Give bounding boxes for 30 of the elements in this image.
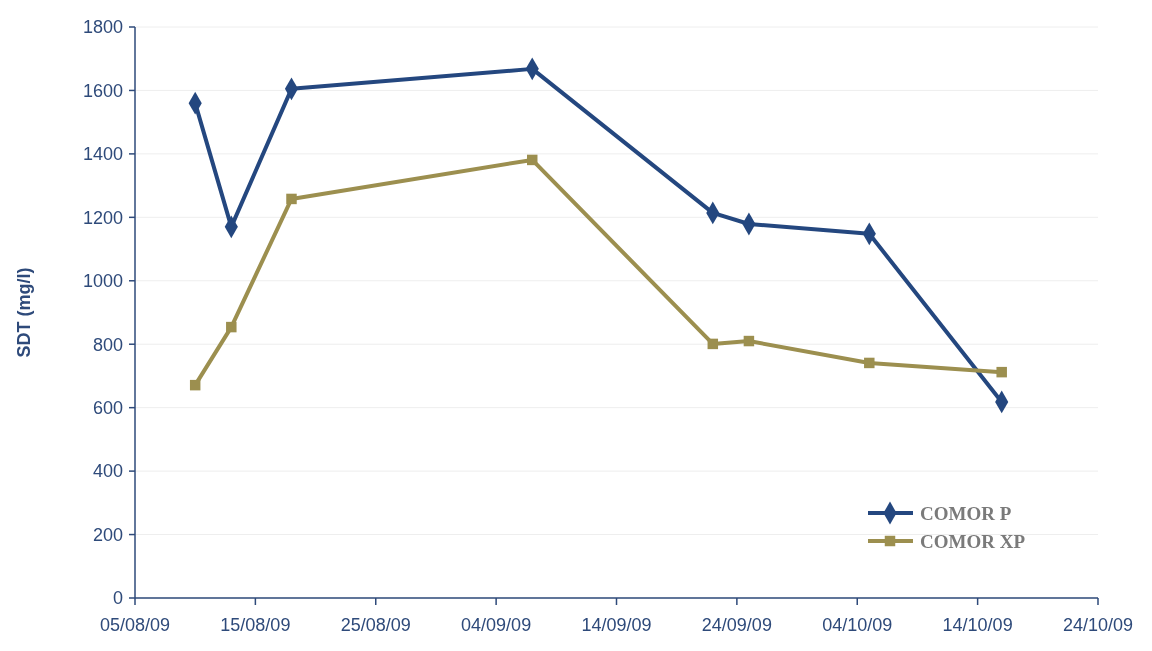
y-tick-label: 0 (112, 588, 123, 609)
point (864, 357, 875, 369)
point (226, 321, 237, 333)
y-tick-label: 1200 (82, 207, 123, 228)
y-tick-label: 1600 (82, 80, 123, 101)
x-tick-label: 04/10/09 (822, 615, 893, 635)
point (707, 338, 719, 350)
point (286, 193, 297, 205)
y-tick-label: 1000 (82, 271, 123, 292)
y-tick-label: 1400 (82, 144, 123, 165)
x-tick-label: 05/08/09 (99, 615, 171, 635)
legend-label: COMOR XP (920, 530, 1026, 552)
legend-label: COMOR P (920, 502, 1012, 524)
y-tick-label: 600 (92, 397, 123, 418)
y-tick-label: 800 (92, 334, 123, 355)
point (743, 335, 755, 347)
point (996, 366, 1007, 378)
y-tick-label: 400 (92, 461, 123, 482)
y-axis-title: SDT (mg/l) (14, 267, 34, 358)
x-tick-label: 25/08/09 (340, 615, 411, 635)
point (189, 379, 201, 391)
point (526, 154, 538, 166)
x-tick-label: 15/08/09 (220, 615, 291, 635)
x-tick-label: 14/09/09 (581, 615, 652, 635)
x-tick-label: 14/10/09 (942, 615, 1013, 635)
x-tick-label: 24/10/09 (1062, 615, 1134, 635)
x-tick-label: 04/09/09 (461, 615, 532, 635)
y-tick-label: 200 (92, 524, 123, 545)
x-tick-label: 24/09/09 (701, 615, 772, 635)
y-tick-label: 1800 (82, 17, 123, 38)
